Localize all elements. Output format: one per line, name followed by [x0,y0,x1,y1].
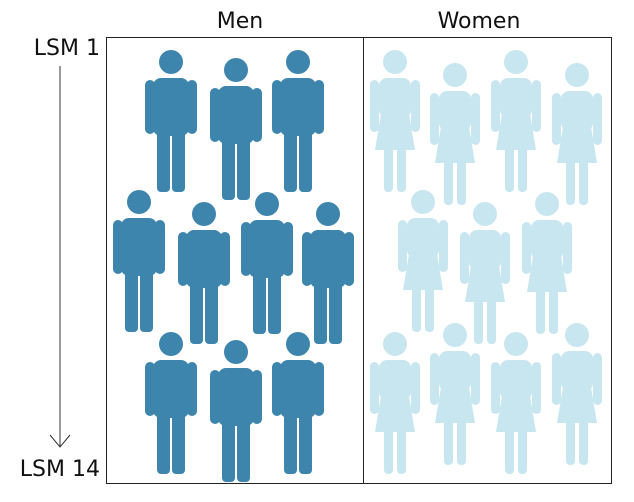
man-icon [145,332,197,474]
man-icon [210,58,262,200]
man-icon [178,202,230,344]
woman-icon [552,63,602,205]
woman-icon [491,50,541,192]
frame [106,37,612,484]
man-icon [272,332,324,474]
women-group [370,50,602,474]
women-header: Women [438,9,521,34]
woman-icon [430,323,480,465]
woman-icon [491,332,541,474]
woman-icon [430,63,480,205]
man-icon [145,50,197,192]
axis-top-label: LSM 1 [34,36,100,61]
woman-icon [522,192,572,334]
woman-icon [398,190,448,332]
men-header: Men [217,9,263,34]
men-group [113,50,354,482]
woman-icon [370,50,420,192]
man-icon [113,190,165,332]
man-icon [241,192,293,334]
man-icon [272,50,324,192]
woman-icon [370,332,420,474]
woman-icon [552,323,602,465]
man-icon [210,340,262,482]
axis-arrow [49,66,71,448]
man-icon [302,202,354,344]
axis-bottom-label: LSM 14 [20,457,100,482]
woman-icon [460,202,510,344]
